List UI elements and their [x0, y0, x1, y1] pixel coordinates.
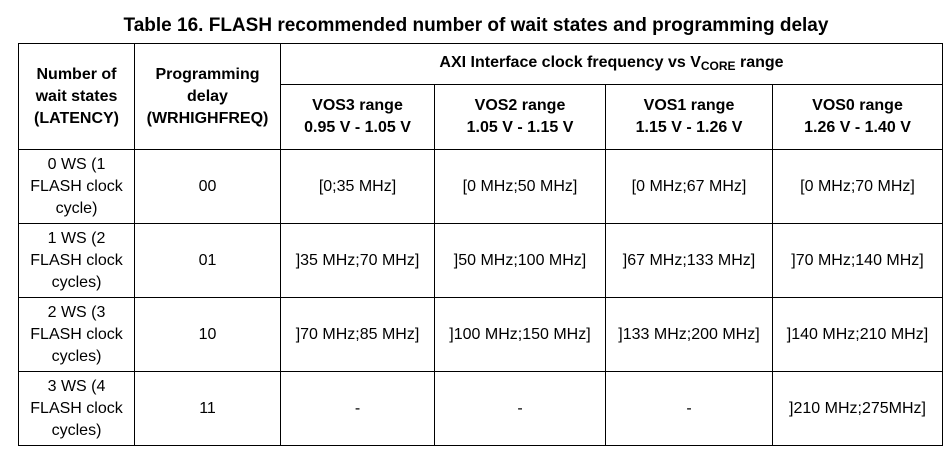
- vos0-cell: ]70 MHz;140 MHz]: [772, 223, 943, 298]
- ws-line: 0 WS (1: [47, 155, 106, 173]
- vos3-header: VOS3 range 0.95 V - 1.05 V: [280, 84, 435, 150]
- vos3-cell: ]70 MHz;85 MHz]: [280, 297, 435, 372]
- ws-line: FLASH clock: [30, 399, 123, 417]
- delay-cell: 11: [134, 371, 281, 446]
- ws-line: cycles): [51, 347, 102, 365]
- ws-line: cycle): [55, 199, 98, 217]
- ws-line: cycles): [51, 273, 102, 291]
- delay-cell: 00: [134, 149, 281, 224]
- vos0-cell: [0 MHz;70 MHz]: [772, 149, 943, 224]
- latency-header-line: wait states: [35, 87, 118, 105]
- ws-line: FLASH clock: [30, 325, 123, 343]
- vos3-cell: [0;35 MHz]: [280, 149, 435, 224]
- table-row: 2 WS (3 FLASH clock cycles) 10 ]70 MHz;8…: [18, 297, 943, 372]
- header-row-1: Number of wait states (LATENCY) Programm…: [18, 43, 943, 150]
- delay-cell: 10: [134, 297, 281, 372]
- vos2-cell: [0 MHz;50 MHz]: [434, 149, 606, 224]
- vos1-cell: -: [605, 371, 773, 446]
- latency-header-line: Number of: [36, 65, 117, 83]
- header-row-2: VOS3 range 0.95 V - 1.05 V VOS2 range 1.…: [19, 84, 943, 150]
- vos1-cell: ]67 MHz;133 MHz]: [605, 223, 773, 298]
- vcore-subscript: CORE: [700, 58, 736, 73]
- vos0-cell: ]140 MHz;210 MHz]: [772, 297, 943, 372]
- latency-header: Number of wait states (LATENCY): [18, 43, 135, 150]
- vos-range: 1.15 V - 1.26 V: [635, 119, 743, 136]
- delay-cell: 01: [134, 223, 281, 298]
- vos2-header: VOS2 range 1.05 V - 1.15 V: [434, 84, 606, 150]
- axi-frequency-header: AXI Interface clock frequency vs VCORE r…: [280, 43, 943, 85]
- table-row: 3 WS (4 FLASH clock cycles) 11 - - - ]21…: [18, 371, 943, 446]
- axi-header-suffix: range: [735, 53, 784, 71]
- delay-header-line: Programming: [155, 65, 260, 83]
- vos-name: VOS2 range: [474, 97, 566, 114]
- table-title: Table 16. FLASH recommended number of wa…: [123, 15, 829, 36]
- wait-states-table: Number of wait states (LATENCY) Programm…: [18, 43, 943, 446]
- vos-range: 0.95 V - 1.05 V: [304, 119, 411, 136]
- wait-states-cell: 2 WS (3 FLASH clock cycles): [18, 297, 135, 372]
- vos2-cell: -: [434, 371, 606, 446]
- ws-line: 1 WS (2: [47, 229, 106, 247]
- ws-line: 2 WS (3: [47, 303, 106, 321]
- latency-header-line: (LATENCY): [33, 109, 120, 127]
- wait-states-cell: 3 WS (4 FLASH clock cycles): [18, 371, 135, 446]
- table-row: 0 WS (1 FLASH clock cycle) 00 [0;35 MHz]…: [18, 149, 943, 224]
- delay-header-line: delay: [187, 87, 228, 105]
- vos2-cell: ]50 MHz;100 MHz]: [434, 223, 606, 298]
- ws-line: 3 WS (4: [47, 377, 106, 395]
- delay-header-line: (WRHIGHFREQ): [146, 109, 269, 127]
- vos1-cell: [0 MHz;67 MHz]: [605, 149, 773, 224]
- vos0-cell: ]210 MHz;275MHz]: [772, 371, 943, 446]
- ws-line: FLASH clock: [30, 177, 123, 195]
- vos3-cell: -: [280, 371, 435, 446]
- vos-range: 1.26 V - 1.40 V: [804, 119, 911, 136]
- delay-header: Programming delay (WRHIGHFREQ): [134, 43, 281, 150]
- ws-line: cycles): [51, 421, 102, 439]
- vos-name: VOS3 range: [312, 97, 403, 114]
- vos-name: VOS0 range: [812, 97, 903, 114]
- vos0-header: VOS0 range 1.26 V - 1.40 V: [772, 84, 943, 150]
- vos3-cell: ]35 MHz;70 MHz]: [280, 223, 435, 298]
- wait-states-cell: 1 WS (2 FLASH clock cycles): [18, 223, 135, 298]
- vos-name: VOS1 range: [643, 97, 735, 114]
- ws-line: FLASH clock: [30, 251, 123, 269]
- vos2-cell: ]100 MHz;150 MHz]: [434, 297, 606, 372]
- vos1-header: VOS1 range 1.15 V - 1.26 V: [605, 84, 773, 150]
- axi-header-text: AXI Interface clock frequency vs V: [439, 53, 701, 71]
- vos1-cell: ]133 MHz;200 MHz]: [605, 297, 773, 372]
- table-row: 1 WS (2 FLASH clock cycles) 01 ]35 MHz;7…: [18, 223, 943, 298]
- wait-states-cell: 0 WS (1 FLASH clock cycle): [18, 149, 135, 224]
- vos-range: 1.05 V - 1.15 V: [466, 119, 574, 136]
